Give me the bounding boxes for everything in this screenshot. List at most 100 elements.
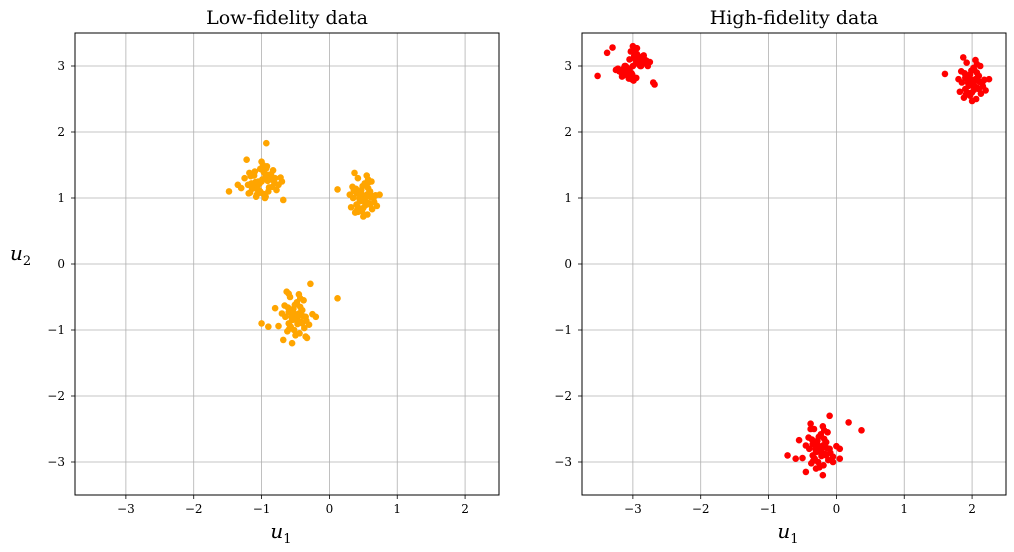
- data-point: [966, 75, 974, 82]
- data-point: [357, 190, 365, 198]
- y-tick-label: 0: [564, 257, 572, 271]
- data-point: [858, 427, 865, 434]
- y-tick-label: 1: [564, 191, 572, 205]
- x-tick-label: −1: [253, 502, 271, 516]
- data-point: [616, 67, 624, 74]
- x-tick-label: 0: [326, 502, 334, 516]
- low-fidelity-panel: −3 −2 −1 0 1 2 −3 −2 −1 0 1 2 3 Low-fidelity data u1 u2: [10, 7, 500, 547]
- data-point: [802, 442, 810, 449]
- data-point: [271, 179, 278, 187]
- data-point: [258, 158, 265, 165]
- data-point: [263, 163, 271, 170]
- x-tick-label: 2: [968, 502, 976, 516]
- data-point: [968, 97, 976, 105]
- cluster-3: [784, 412, 865, 479]
- data-point: [822, 438, 829, 446]
- data-point: [625, 75, 633, 82]
- data-point: [810, 457, 817, 464]
- data-point: [836, 455, 844, 463]
- x-tick-label: −1: [760, 502, 778, 516]
- y-tick-label: 2: [57, 125, 65, 139]
- data-point: [818, 452, 825, 460]
- cluster-2: [334, 169, 383, 220]
- x-axis-label: u1: [270, 519, 291, 547]
- data-point: [957, 67, 965, 75]
- cluster-3: [258, 280, 341, 347]
- data-point: [799, 454, 806, 462]
- x-tick-label: −3: [624, 502, 642, 516]
- x-tick-label: −3: [117, 502, 135, 516]
- data-point: [292, 331, 299, 339]
- data-point: [290, 309, 297, 317]
- data-point: [792, 455, 799, 463]
- data-point: [823, 444, 831, 452]
- x-tick-label: 2: [461, 502, 469, 516]
- high-fidelity-panel: −3 −2 −1 0 1 2 −3 −2 −1 0 1 2 3 High-fidelity data u1: [554, 7, 1007, 547]
- data-point: [241, 174, 248, 182]
- data-point: [618, 73, 626, 80]
- data-point: [285, 290, 292, 298]
- data-point: [262, 193, 269, 200]
- data-point: [299, 312, 307, 320]
- data-point: [350, 187, 358, 195]
- data-point: [366, 188, 373, 195]
- data-point: [307, 280, 314, 288]
- data-point: [965, 81, 972, 88]
- data-point: [281, 302, 288, 309]
- data-point: [254, 186, 261, 193]
- y-tick-label: −2: [47, 389, 65, 403]
- data-point: [962, 91, 970, 98]
- data-point: [632, 74, 640, 82]
- data-point: [633, 44, 641, 52]
- data-point: [243, 156, 250, 164]
- data-point: [294, 320, 301, 328]
- y-tick-label: −3: [554, 455, 572, 469]
- data-point: [979, 83, 987, 90]
- data-point: [346, 191, 354, 198]
- data-point: [277, 174, 284, 181]
- data-point: [959, 54, 967, 61]
- data-point: [807, 420, 814, 428]
- data-point: [249, 180, 257, 188]
- data-point: [814, 441, 821, 449]
- data-point: [360, 213, 367, 220]
- data-point: [631, 55, 639, 63]
- y-axis-label: u2: [10, 241, 31, 269]
- data-point: [351, 169, 358, 177]
- data-point: [278, 310, 286, 317]
- data-point: [252, 193, 260, 200]
- data-point: [976, 78, 983, 86]
- data-point: [829, 458, 837, 466]
- data-point: [258, 320, 265, 327]
- data-point: [819, 471, 827, 479]
- data-point: [263, 139, 270, 147]
- data-point: [303, 317, 310, 325]
- data-point: [267, 175, 274, 183]
- data-point: [234, 181, 242, 189]
- y-tick-label: −1: [554, 323, 572, 337]
- data-point: [295, 291, 303, 298]
- x-tick-label: −2: [185, 502, 203, 516]
- data-point: [795, 436, 803, 444]
- data-point: [972, 56, 979, 64]
- data-point: [845, 419, 852, 426]
- data-point: [275, 322, 282, 330]
- data-point: [354, 208, 362, 216]
- data-point: [334, 186, 341, 193]
- data-point: [271, 304, 279, 312]
- data-point: [360, 204, 367, 212]
- x-axis-label: u1: [777, 519, 798, 547]
- data-point: [802, 468, 810, 476]
- data-point: [784, 452, 791, 459]
- chart-title: Low-fidelity data: [206, 7, 368, 29]
- data-point: [312, 313, 320, 321]
- y-tick-label: −3: [47, 455, 65, 469]
- data-point: [369, 192, 377, 200]
- data-point: [956, 88, 964, 96]
- cluster-1: [594, 42, 658, 88]
- data-point: [640, 52, 648, 59]
- x-tick-label: 1: [900, 502, 908, 516]
- data-point: [609, 44, 616, 51]
- data-point: [370, 198, 378, 206]
